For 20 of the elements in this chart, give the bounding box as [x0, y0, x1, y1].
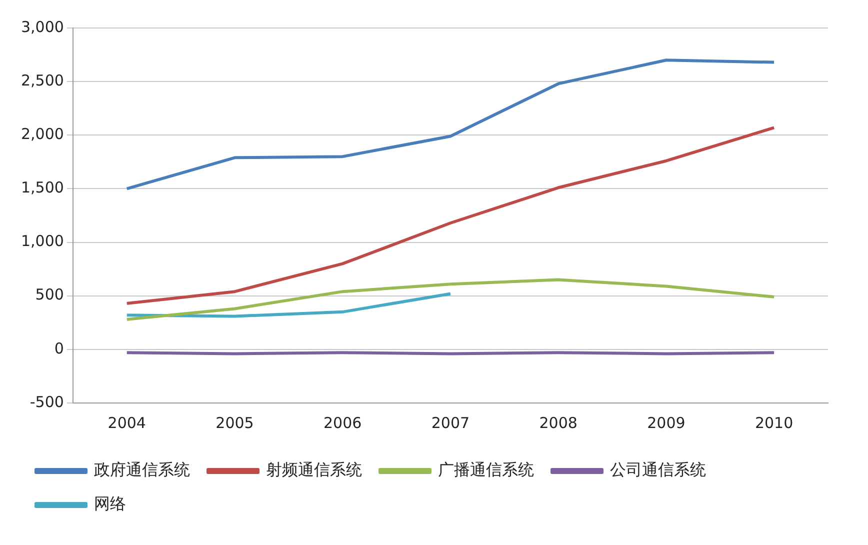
x-tick-label: 2008	[539, 414, 578, 432]
legend-label: 政府通信系统	[94, 460, 190, 480]
x-tick-label: 2007	[431, 414, 470, 432]
legend-label: 射频通信系统	[266, 460, 362, 480]
x-tick-label: 2005	[216, 414, 254, 432]
y-tick-label: 1,000	[20, 232, 64, 250]
x-tick-label: 2006	[324, 414, 362, 432]
y-tick-label: 2,500	[20, 71, 64, 90]
y-tick-label: 500	[35, 286, 64, 304]
y-tick-label: -500	[30, 392, 64, 411]
y-tick-label: 3,000	[20, 18, 64, 36]
x-tick-label: 2010	[754, 414, 794, 432]
legend-label: 广播通信系统	[438, 460, 534, 480]
y-tick-label: 0	[54, 339, 64, 358]
y-tick-label: 1,500	[20, 178, 64, 197]
legend-label: 网络	[94, 494, 126, 514]
x-tick-label: 2009	[647, 414, 686, 432]
y-tick-label: 2,000	[20, 125, 64, 144]
x-tick-label: 2004	[108, 414, 146, 432]
legend-label: 公司通信系统	[610, 460, 706, 480]
